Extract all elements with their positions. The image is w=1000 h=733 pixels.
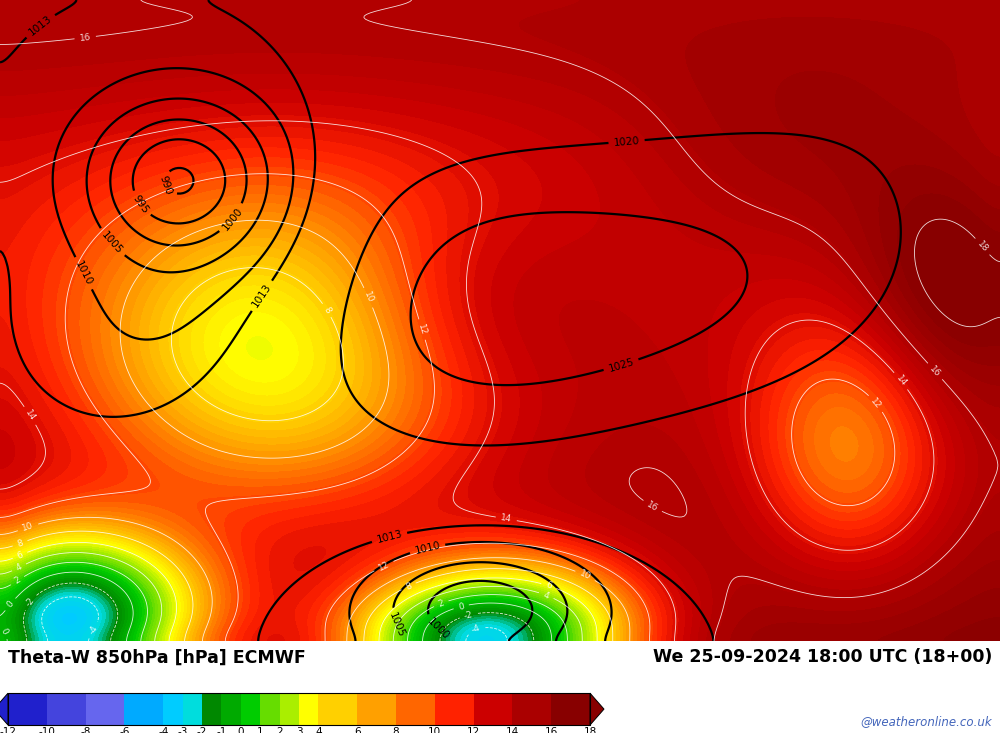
Bar [221,693,241,725]
Text: 18: 18 [583,727,597,733]
Text: 10: 10 [362,290,375,305]
Text: 16: 16 [545,727,558,733]
Text: 1000: 1000 [220,205,244,232]
Text: 990: 990 [158,174,174,196]
Bar [47,693,86,725]
Text: 8: 8 [393,727,399,733]
Text: 1013: 1013 [375,528,403,545]
Bar [202,693,221,725]
Text: 6: 6 [354,727,361,733]
Text: 1025: 1025 [607,356,635,374]
Bar [396,693,435,725]
Text: -1: -1 [216,727,227,733]
Text: 2: 2 [437,598,445,608]
Text: 4: 4 [14,562,23,572]
Text: 12: 12 [377,559,391,572]
Text: 1: 1 [257,727,264,733]
Text: 12: 12 [467,727,480,733]
Bar [280,693,299,725]
Text: 0: 0 [0,627,10,636]
Text: 1010: 1010 [73,259,94,287]
Polygon shape [0,693,8,725]
Bar [124,693,163,725]
Text: 1005: 1005 [99,229,124,256]
Text: 8: 8 [404,581,413,592]
Text: 10: 10 [21,521,35,534]
Text: -4: -4 [87,624,100,636]
Text: 1013: 1013 [27,13,54,37]
Bar [551,693,590,725]
Polygon shape [590,693,604,725]
Text: 4: 4 [315,727,322,733]
Text: -4: -4 [470,624,482,636]
Bar [8,693,47,725]
Text: -3: -3 [177,727,188,733]
Text: -2: -2 [24,596,36,608]
Bar [299,693,318,725]
Text: 0: 0 [457,602,465,611]
Bar [435,693,474,725]
Text: 4: 4 [542,590,551,600]
Bar [163,693,183,725]
Text: 6: 6 [545,581,553,591]
Text: 14: 14 [506,727,519,733]
Bar [241,693,260,725]
Text: 1020: 1020 [613,136,640,147]
Text: 8: 8 [16,538,24,548]
Text: 1010: 1010 [413,540,441,556]
Text: -2: -2 [197,727,207,733]
Text: 1005: 1005 [387,611,406,639]
Text: 14: 14 [500,514,513,524]
Text: -2: -2 [463,610,474,621]
Text: 14: 14 [894,374,908,388]
Text: 10: 10 [578,569,592,582]
Text: -4: -4 [158,727,168,733]
Bar [260,693,280,725]
Bar [512,693,551,725]
Text: 1013: 1013 [250,282,273,309]
Bar [318,693,357,725]
Text: 0: 0 [238,727,244,733]
Text: 2: 2 [13,575,22,586]
Text: -10: -10 [38,727,55,733]
Bar [474,693,512,725]
Bar [183,693,202,725]
Text: 12: 12 [869,397,883,410]
Text: 16: 16 [645,500,660,513]
Bar [86,693,124,725]
Text: 6: 6 [16,550,24,561]
Text: @weatheronline.co.uk: @weatheronline.co.uk [860,715,992,728]
Text: 18: 18 [975,239,990,254]
Text: 10: 10 [428,727,441,733]
Text: 16: 16 [928,364,942,379]
Text: 8: 8 [322,306,332,315]
Text: 14: 14 [23,408,37,423]
Text: 2: 2 [276,727,283,733]
Text: 12: 12 [416,323,428,336]
Text: We 25-09-2024 18:00 UTC (18+00): We 25-09-2024 18:00 UTC (18+00) [653,649,992,666]
Text: -12: -12 [0,727,16,733]
Text: 1000: 1000 [426,616,451,641]
Text: -8: -8 [80,727,91,733]
Text: 3: 3 [296,727,302,733]
Text: 0: 0 [5,600,16,610]
Text: 16: 16 [79,32,91,43]
Text: -6: -6 [119,727,130,733]
Text: 995: 995 [130,193,150,216]
Text: Theta-W 850hPa [hPa] ECMWF: Theta-W 850hPa [hPa] ECMWF [8,649,306,666]
Bar [357,693,396,725]
